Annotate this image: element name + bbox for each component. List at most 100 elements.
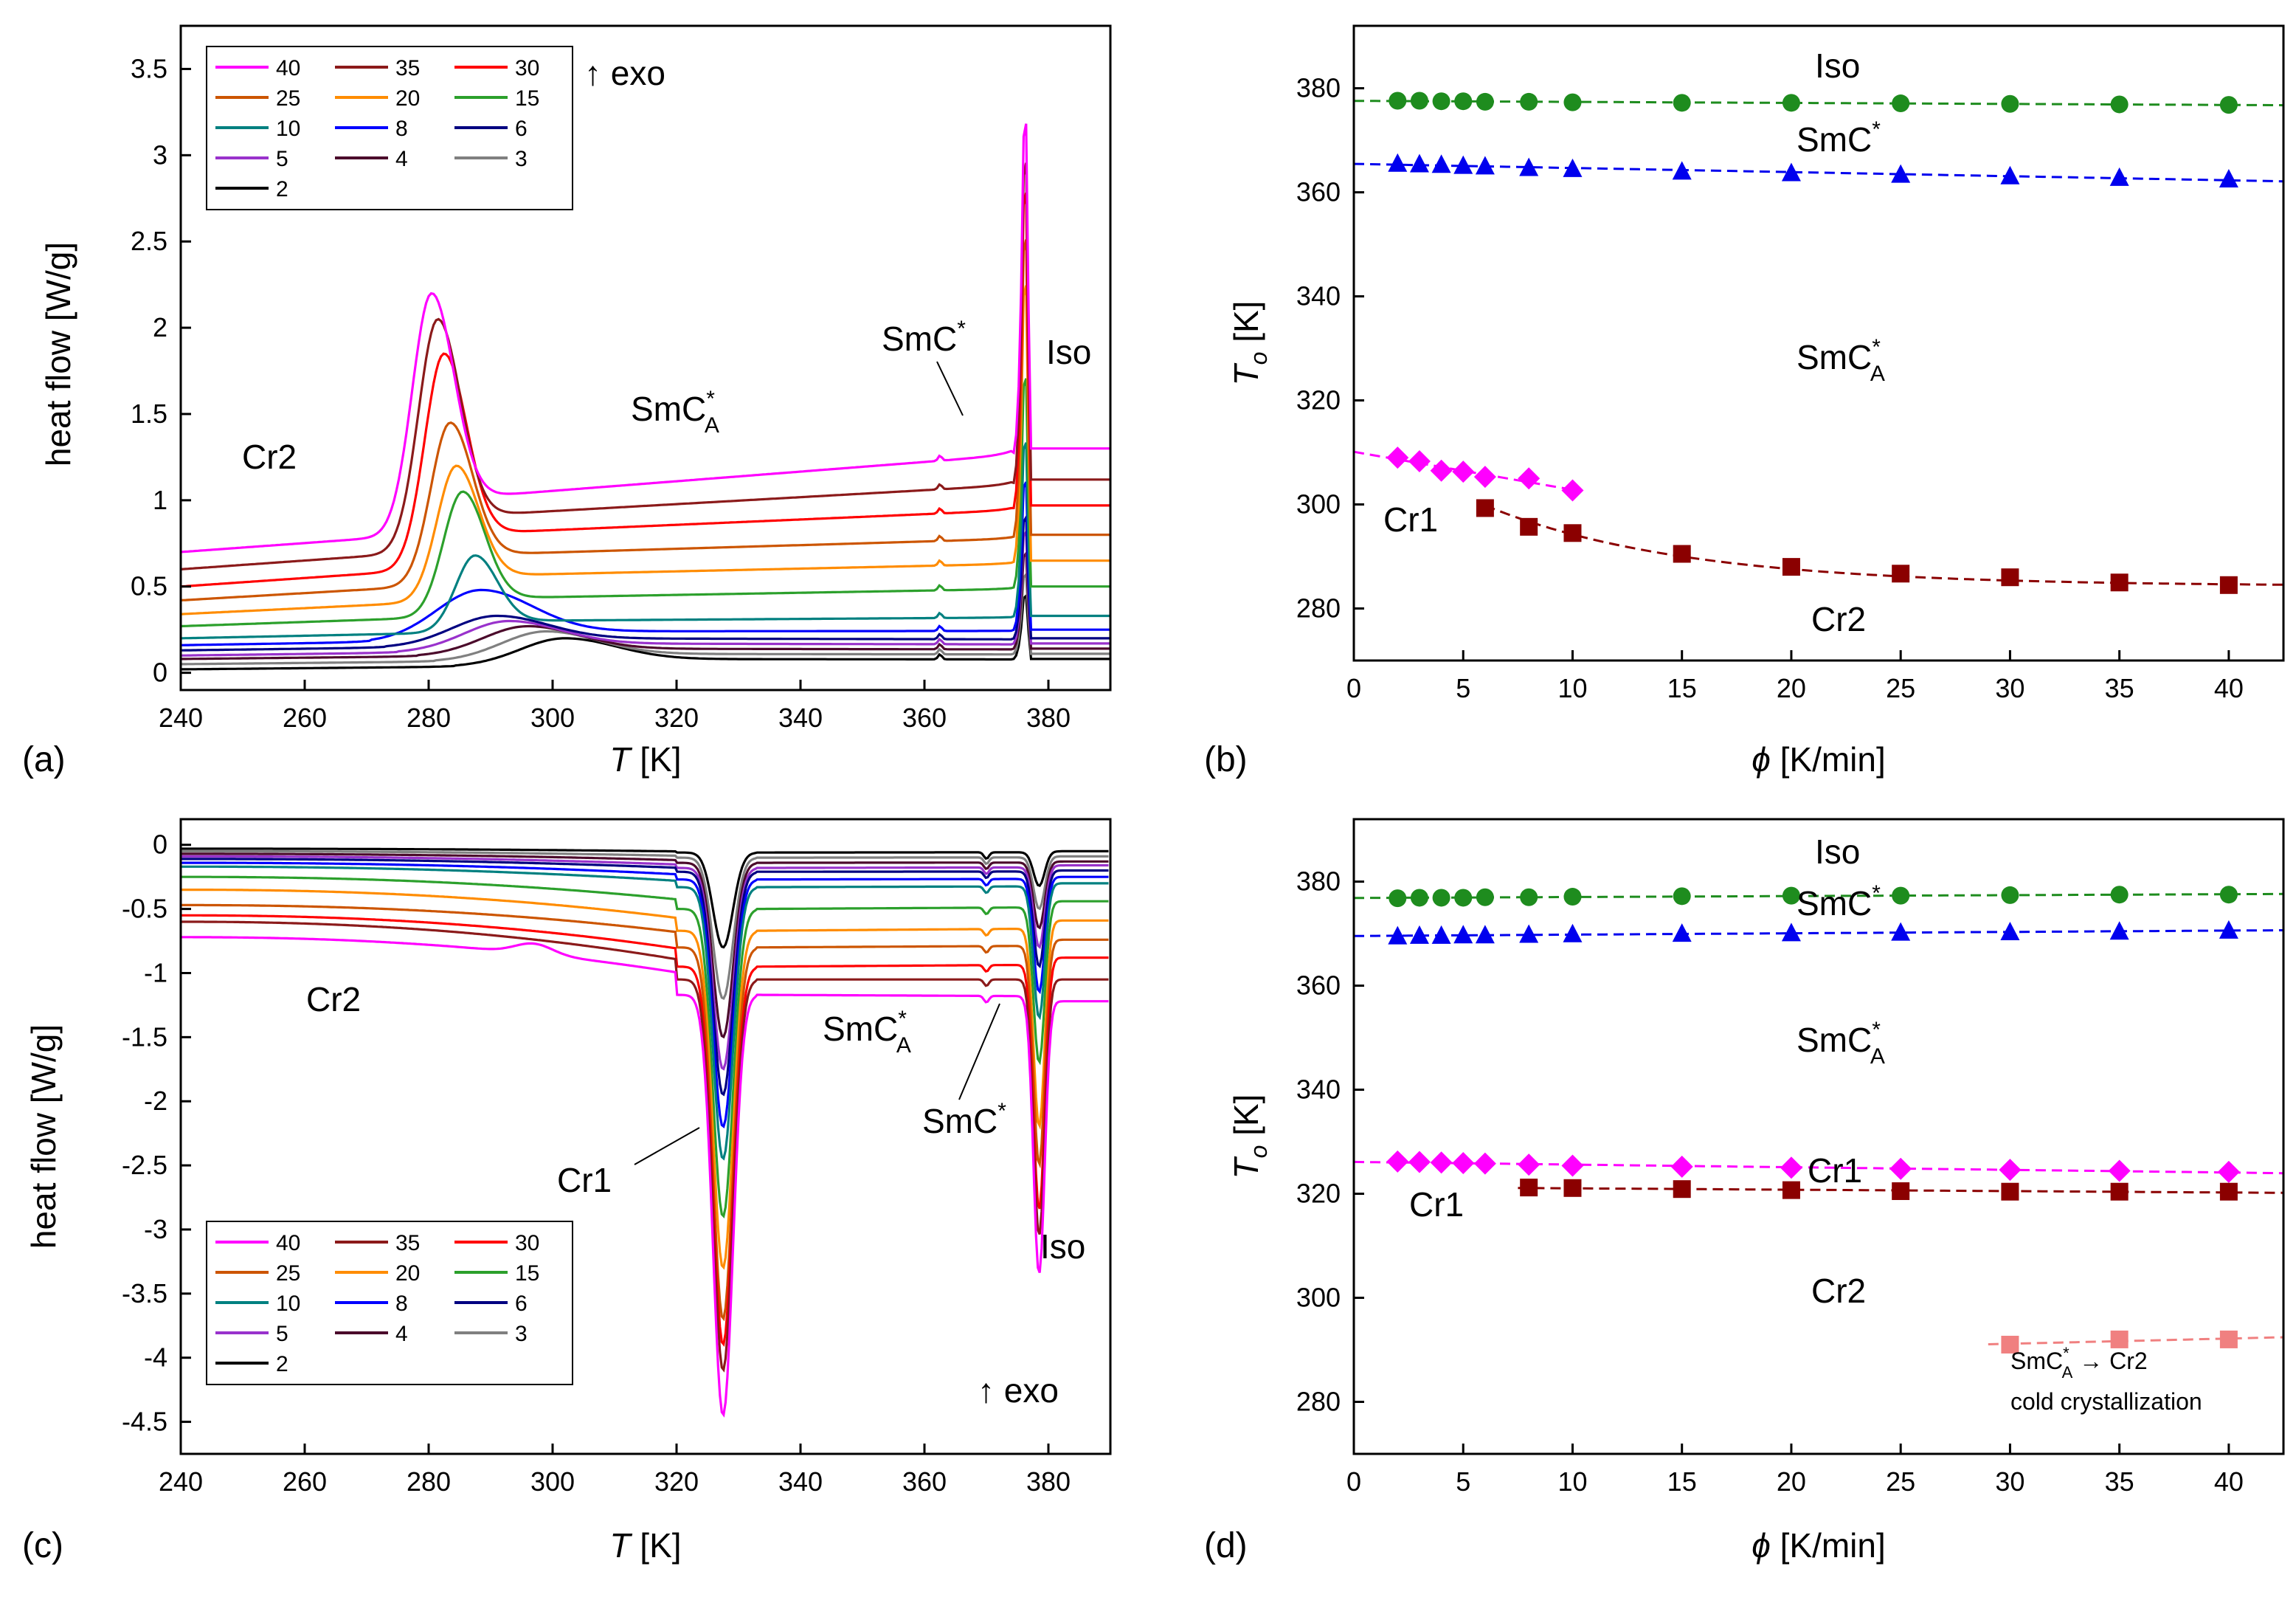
x-tick-label: 30 bbox=[1995, 1466, 2024, 1497]
x-tick-label: 35 bbox=[2105, 1466, 2134, 1497]
point-1-6 bbox=[1563, 158, 1583, 177]
point-0-0 bbox=[1389, 92, 1407, 110]
point-2-6 bbox=[1561, 479, 1584, 502]
point-3-8 bbox=[2219, 576, 2238, 594]
panel-b: 0 5 10 15 20 25 30 35 40 280 300 320 340 360 380 To [… bbox=[1204, 24, 2285, 779]
point-0-3 bbox=[1454, 889, 1473, 907]
x-tick-label: 35 bbox=[2105, 673, 2134, 703]
series-line-6 bbox=[181, 513, 1110, 652]
point-3-1 bbox=[1520, 517, 1538, 536]
panel-c-iso: Iso bbox=[1040, 1227, 1085, 1266]
point-2-9 bbox=[1889, 1157, 1912, 1180]
panel-a-smc: SmC* bbox=[882, 317, 966, 358]
point-0-6 bbox=[1563, 888, 1582, 906]
legend-label-35: 35 bbox=[395, 1231, 420, 1255]
x-tick-label: 5 bbox=[1456, 1466, 1470, 1497]
legend-label-15: 15 bbox=[515, 1261, 539, 1286]
x-tick-label: 380 bbox=[1026, 703, 1071, 733]
series-line-2 bbox=[181, 593, 1110, 671]
series-line-4 bbox=[181, 550, 1110, 661]
y-tick-label: 0 bbox=[153, 830, 167, 860]
x-tick-label: 15 bbox=[1667, 1466, 1697, 1497]
panel-a-frame bbox=[179, 24, 1112, 692]
legend-label-30: 30 bbox=[515, 56, 539, 80]
point-2-2 bbox=[1430, 459, 1453, 482]
y-tick-label: -1 bbox=[144, 957, 167, 987]
y-tick-label: -4.5 bbox=[122, 1407, 167, 1437]
panel-d-cold-line2: cold crystallization bbox=[2010, 1388, 2202, 1415]
point-0-7 bbox=[1673, 887, 1691, 906]
series-line-25 bbox=[181, 903, 1109, 1322]
point-3-7 bbox=[2110, 573, 2129, 592]
panel-b-cr1: Cr1 bbox=[1383, 500, 1438, 539]
point-1-9 bbox=[1891, 922, 1911, 941]
legend-label-40: 40 bbox=[276, 1231, 300, 1255]
x-tick-label: 20 bbox=[1777, 1466, 1806, 1497]
panel-a-xticks: 240 260 280 300 320 340 360 380 bbox=[159, 680, 1071, 733]
panel-a-ylabel: heat flow [W/g] bbox=[39, 242, 77, 466]
panel-d-cold-line1: SmC* A → Cr2 bbox=[2010, 1344, 2148, 1382]
y-tick-label: 0 bbox=[153, 658, 167, 688]
panel-c-curves bbox=[181, 847, 1109, 1418]
point-2-4 bbox=[1473, 466, 1496, 489]
point-2-8 bbox=[1780, 1156, 1802, 1179]
fit-line-2 bbox=[1353, 1160, 2284, 1175]
panel-d-xticks: 0 5 10 15 20 25 30 35 40 bbox=[1346, 1444, 2244, 1497]
y-tick-label: 320 bbox=[1296, 385, 1341, 415]
point-2-11 bbox=[2108, 1159, 2131, 1182]
y-tick-label: 3.5 bbox=[131, 53, 167, 83]
legend-label-6: 6 bbox=[515, 117, 528, 141]
y-tick-label: 2.5 bbox=[131, 226, 167, 256]
point-1-9 bbox=[1891, 164, 1911, 183]
y-tick-label: 280 bbox=[1296, 1387, 1341, 1417]
fit-line-1 bbox=[1353, 162, 2284, 183]
point-0-5 bbox=[1520, 888, 1538, 906]
point-2-2 bbox=[1430, 1151, 1453, 1174]
panel-c-cr2: Cr2 bbox=[306, 980, 361, 1018]
panel-a-label: (a) bbox=[22, 740, 66, 779]
point-0-11 bbox=[2110, 95, 2129, 114]
point-1-11 bbox=[2109, 167, 2129, 186]
legend-label-3: 3 bbox=[515, 147, 528, 171]
legend-label-15: 15 bbox=[515, 86, 539, 111]
point-0-8 bbox=[1782, 94, 1800, 112]
point-0-8 bbox=[1782, 886, 1800, 905]
x-tick-label: 320 bbox=[654, 1466, 699, 1497]
y-tick-label: 380 bbox=[1296, 73, 1341, 103]
point-3-6 bbox=[2110, 1182, 2129, 1201]
panel-d-cr1: Cr1 bbox=[1409, 1185, 1464, 1224]
point-0-1 bbox=[1410, 889, 1428, 907]
panel-a-iso: Iso bbox=[1046, 333, 1091, 371]
panel-d-smc: SmC* bbox=[1797, 881, 1881, 923]
series-line-30 bbox=[181, 914, 1109, 1347]
x-tick-label: 10 bbox=[1557, 673, 1587, 703]
x-tick-label: 20 bbox=[1777, 673, 1806, 703]
panel-a-smc-pointer bbox=[936, 361, 964, 416]
series-line-3 bbox=[181, 849, 1109, 1001]
panel-a-legend: 40 35 30 25 20 15 10 8 6 5 4 3 2 bbox=[206, 46, 573, 210]
panel-c-frame bbox=[179, 818, 1112, 1455]
panel-c: 240 260 280 300 320 340 360 380 0-0.5-1-1.5-2-2… bbox=[22, 818, 1112, 1565]
series-line-10 bbox=[180, 442, 1110, 640]
x-tick-label: 280 bbox=[407, 703, 451, 733]
y-tick-label: 320 bbox=[1296, 1179, 1341, 1209]
panel-a-yticks: 0 0.5 1 1.5 2 2.5 3 3.5 bbox=[131, 53, 191, 688]
point-0-3 bbox=[1454, 92, 1473, 111]
point-2-1 bbox=[1408, 450, 1431, 473]
panel-a-exo: ↑ exo bbox=[584, 54, 665, 92]
point-1-12 bbox=[2219, 920, 2238, 939]
panel-b-ylabel: To [K] bbox=[1227, 301, 1272, 386]
series-line-20 bbox=[181, 888, 1109, 1270]
point-1-3 bbox=[1453, 155, 1473, 174]
x-tick-label: 260 bbox=[283, 1466, 327, 1497]
y-tick-label: -1.5 bbox=[122, 1021, 167, 1052]
point-1-10 bbox=[2000, 921, 2020, 940]
panel-d-smca: SmC* A bbox=[1797, 1018, 1885, 1069]
panel-d-frame bbox=[1352, 818, 2285, 1455]
y-tick-label: -2.5 bbox=[122, 1150, 167, 1180]
point-0-12 bbox=[2219, 886, 2238, 904]
point-3-6 bbox=[2001, 568, 2019, 587]
point-1-6 bbox=[1563, 923, 1583, 942]
point-0-4 bbox=[1476, 888, 1494, 906]
panel-c-cr1: Cr1 bbox=[557, 1161, 612, 1199]
